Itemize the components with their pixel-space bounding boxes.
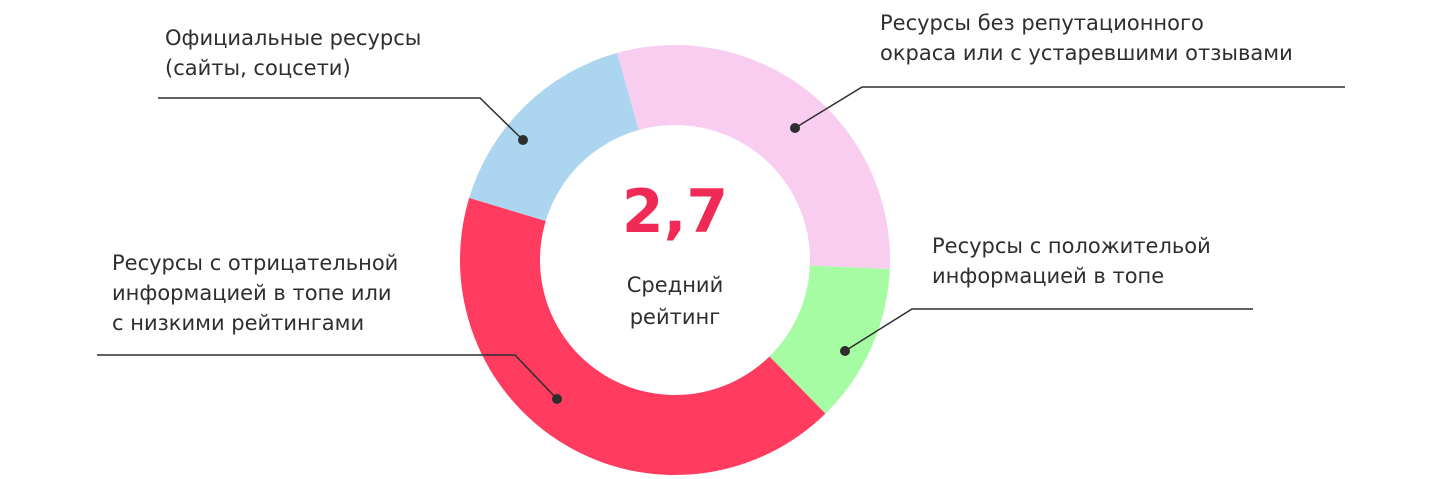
segment-label: информацией в топе или xyxy=(112,281,392,305)
donut-segment xyxy=(769,265,890,414)
donut-segment xyxy=(459,197,826,476)
leader-dot xyxy=(518,135,528,145)
segment-label: (сайты, соцсети) xyxy=(165,56,351,80)
leader-dot xyxy=(840,346,850,356)
segment-label: Ресурсы с отрицательной xyxy=(112,251,398,275)
leader-dot xyxy=(790,123,800,133)
donut-segment xyxy=(469,52,639,221)
segment-label: Ресурсы с положительой xyxy=(932,234,1211,258)
leader-line xyxy=(794,86,1345,129)
segment-label: Ресурсы без репутационного xyxy=(880,11,1204,35)
leader-line xyxy=(158,97,524,141)
donut-segment xyxy=(617,45,890,270)
segment-label: окраса или с устаревшими отзывами xyxy=(880,41,1293,65)
center-label: рейтинг xyxy=(630,305,721,329)
leader-dot xyxy=(552,394,562,404)
leader-line xyxy=(97,354,558,400)
segment-label: Официальные ресурсы xyxy=(165,26,421,50)
segment-label: информацией в топе xyxy=(932,264,1164,288)
segment-label: с низкими рейтингами xyxy=(112,311,364,335)
center-value: 2,7 xyxy=(622,177,728,247)
center-label: Средний xyxy=(627,273,723,297)
leader-line xyxy=(844,308,1253,352)
